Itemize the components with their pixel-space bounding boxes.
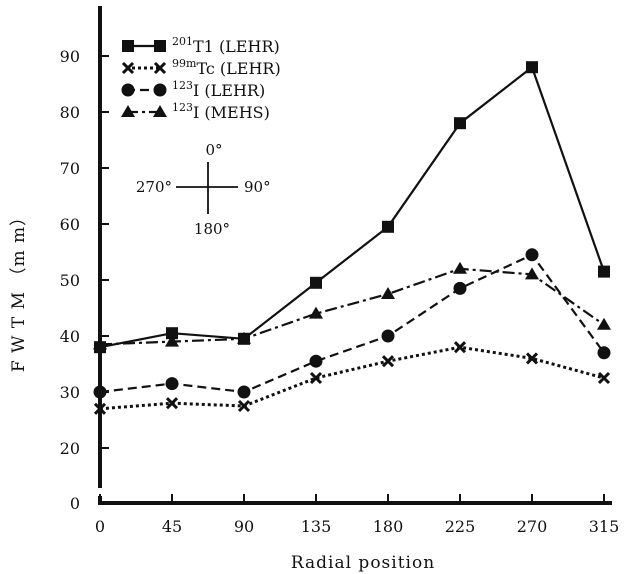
x-tick-label: 225 — [445, 517, 476, 536]
legend-name: I (MEHS) — [193, 103, 270, 122]
data-point — [309, 306, 323, 319]
data-point — [453, 281, 467, 295]
legend-name: Tc (LEHR) — [196, 59, 280, 78]
legend-name: T1 (LEHR) — [193, 37, 280, 56]
x-tick-label: 270 — [517, 517, 548, 536]
x-tick-label: 135 — [301, 517, 332, 536]
series-line — [99, 267, 605, 346]
orientation-compass: 0° 270° 90° 180° — [136, 141, 271, 238]
data-point — [526, 61, 538, 74]
legend-isotope: 99m — [172, 57, 197, 70]
y-tick-label: 70 — [60, 159, 80, 178]
x-tick-label: 0 — [95, 517, 105, 536]
series-circle — [93, 248, 611, 399]
data-point — [381, 355, 395, 368]
x-tick-label: 315 — [589, 517, 620, 536]
legend-isotope: 123 — [172, 79, 193, 92]
axes: 0 20 30 40 50 60 70 80 90 0 45 90 135 180 225 270 315 — [60, 6, 620, 536]
series-layer — [93, 61, 611, 415]
data-point — [165, 377, 179, 391]
legend-name: I (LEHR) — [193, 81, 265, 100]
data-point — [237, 399, 251, 413]
legend-marker — [153, 105, 167, 117]
data-point — [454, 117, 466, 130]
legend-label: 201T1 (LEHR) — [172, 35, 280, 56]
x-tick-label: 180 — [373, 517, 404, 536]
x-tick-label: 45 — [162, 517, 182, 536]
data-point — [525, 267, 539, 280]
compass-label-top: 0° — [205, 141, 222, 159]
x-tick-label: 90 — [234, 517, 254, 536]
series-line — [99, 65, 606, 349]
compass-label-left: 270° — [136, 178, 172, 196]
series-line — [99, 345, 605, 411]
legend-isotope: 123 — [172, 101, 193, 114]
data-point — [93, 337, 107, 350]
legend-marker — [121, 83, 135, 97]
y-tick-label: 80 — [60, 103, 80, 122]
y-tick-label: 90 — [60, 47, 80, 66]
y-tick-label: 20 — [60, 439, 80, 458]
legend-marker — [121, 61, 135, 75]
y-tick-label: 40 — [60, 327, 80, 346]
legend-marker — [153, 61, 167, 75]
y-tick-label: 0 — [70, 494, 80, 513]
data-point — [309, 371, 323, 385]
data-point — [165, 397, 179, 410]
data-point — [597, 346, 611, 360]
legend-label: 123I (LEHR) — [172, 79, 265, 100]
data-point — [93, 402, 107, 415]
data-point — [597, 371, 611, 385]
data-point — [453, 261, 467, 274]
data-point — [597, 317, 611, 330]
compass-label-right: 90° — [244, 178, 271, 196]
data-point — [309, 354, 323, 368]
y-axis-title: F W T M （m m） — [9, 208, 29, 372]
data-point — [237, 331, 251, 344]
data-point — [237, 385, 251, 399]
series-triangle — [93, 261, 611, 350]
data-point — [598, 265, 610, 278]
legend: 201T1 (LEHR)99mTc (LEHR)123I (LEHR)123I … — [121, 35, 281, 122]
data-point — [382, 220, 394, 233]
data-point — [166, 327, 178, 340]
data-point — [525, 352, 539, 365]
legend-isotope: 201 — [172, 35, 193, 48]
legend-label: 123I (MEHS) — [172, 101, 270, 122]
data-point — [381, 287, 395, 299]
y-tick-label: 50 — [60, 271, 80, 290]
legend-marker — [122, 40, 134, 52]
x-axis-title: Radial position — [291, 553, 435, 573]
data-point — [165, 334, 179, 347]
data-point — [310, 276, 322, 289]
y-tick-label: 60 — [60, 215, 80, 234]
y-tick-label: 30 — [60, 383, 80, 402]
legend-marker — [121, 105, 135, 117]
data-point — [525, 248, 539, 262]
compass-label-bottom: 180° — [194, 220, 230, 238]
data-point — [93, 385, 107, 399]
series-line — [99, 253, 605, 394]
legend-label: 99mTc (LEHR) — [172, 57, 281, 78]
data-point — [381, 329, 395, 343]
series-x — [93, 341, 611, 415]
legend-marker — [153, 83, 167, 97]
data-point — [453, 341, 467, 354]
legend-marker — [154, 40, 166, 52]
